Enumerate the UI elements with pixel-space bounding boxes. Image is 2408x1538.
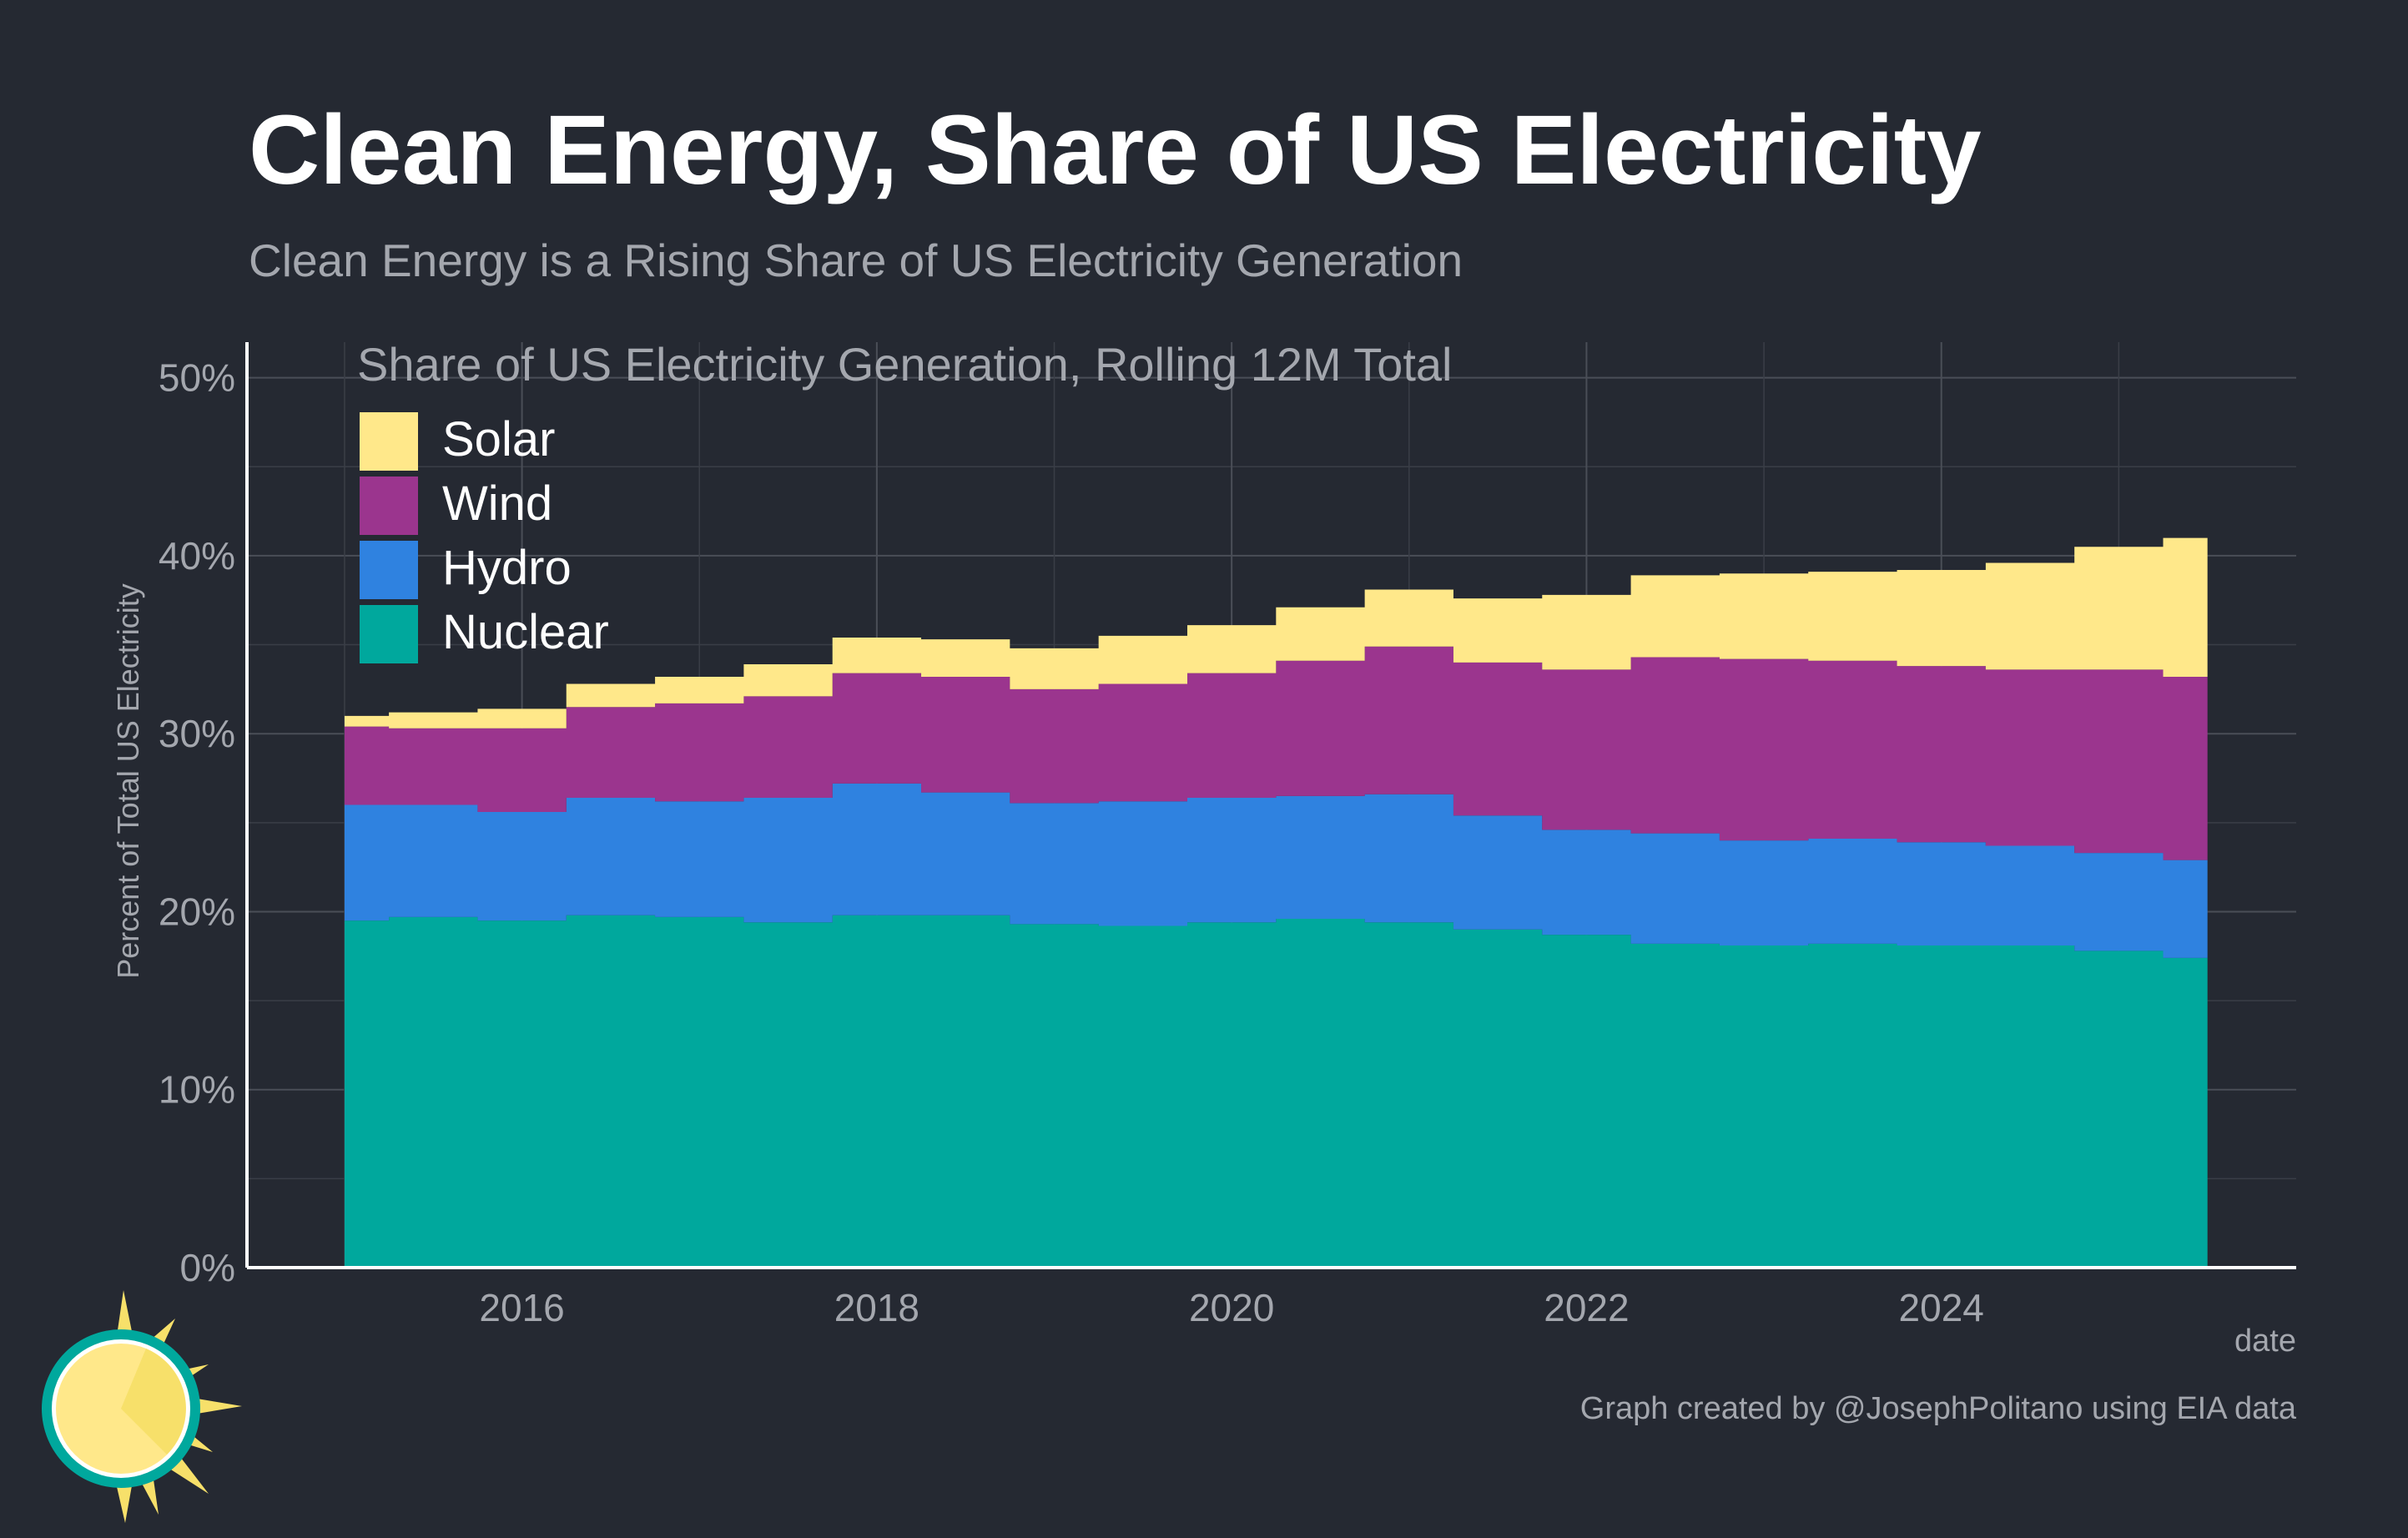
source-caption: Graph created by @JosephPolitano using E… xyxy=(1579,1391,2296,1426)
chart-title: Share of US Electricity Generation, Roll… xyxy=(357,338,1452,391)
y-tick-label: 20% xyxy=(159,890,235,933)
area-wind xyxy=(344,646,2208,860)
x-tick-labels: 2016 2018 2020 2022 2024 xyxy=(479,1286,1983,1329)
legend-swatch-wind xyxy=(360,477,418,535)
area-solar xyxy=(344,537,2208,729)
area-hydro xyxy=(344,783,2208,958)
legend-label-hydro: Hydro xyxy=(442,541,572,595)
series-areas xyxy=(344,537,2208,1268)
legend-swatch-hydro xyxy=(360,541,418,599)
x-tick-label: 2024 xyxy=(1899,1286,1984,1329)
page-subtitle: Clean Energy is a Rising Share of US Ele… xyxy=(249,234,1463,286)
y-axis-title: Percent of Total US Electricity xyxy=(111,583,145,979)
y-tick-labels: 0% 10% 20% 30% 40% 50% xyxy=(159,356,235,1289)
legend-label-wind: Wind xyxy=(442,477,552,531)
x-tick-label: 2016 xyxy=(479,1286,564,1329)
legend: Solar Wind Hydro Nuclear xyxy=(360,412,609,663)
y-tick-label: 10% xyxy=(159,1068,235,1112)
page-title: Clean Energy, Share of US Electricity xyxy=(249,95,1982,205)
y-tick-label: 40% xyxy=(159,534,235,577)
x-axis-title: date xyxy=(2234,1324,2296,1359)
area-nuclear xyxy=(344,915,2208,1268)
legend-label-nuclear: Nuclear xyxy=(442,605,609,659)
axes xyxy=(245,342,2296,1269)
sun-logo-icon xyxy=(42,1290,242,1523)
x-tick-label: 2022 xyxy=(1544,1286,1629,1329)
legend-swatch-solar xyxy=(360,412,418,471)
x-tick-label: 2018 xyxy=(834,1286,919,1329)
y-tick-label: 30% xyxy=(159,712,235,755)
x-tick-label: 2020 xyxy=(1189,1286,1274,1329)
legend-swatch-nuclear xyxy=(360,605,418,663)
y-tick-label: 50% xyxy=(159,356,235,400)
y-tick-label: 0% xyxy=(180,1246,235,1289)
legend-label-solar: Solar xyxy=(442,412,555,466)
